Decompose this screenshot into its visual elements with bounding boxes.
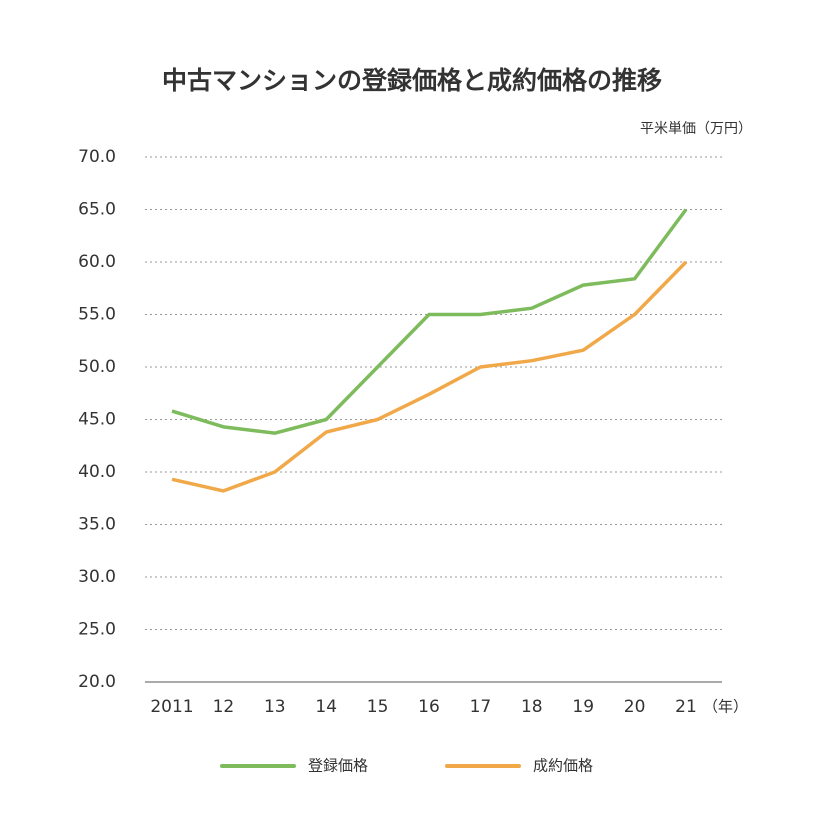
y-tick-label: 20.0 xyxy=(78,672,116,692)
y-tick-label: 50.0 xyxy=(78,357,116,377)
x-tick-label: 13 xyxy=(264,697,286,717)
x-tick-label: 2011 xyxy=(150,697,193,717)
x-tick-label: 15 xyxy=(367,697,389,717)
y-tick-label: 55.0 xyxy=(78,305,116,325)
x-tick-label: 12 xyxy=(213,697,235,717)
chart-title: 中古マンションの登録価格と成約価格の推移 xyxy=(162,66,662,95)
y-tick-label: 25.0 xyxy=(78,620,116,640)
x-tick-label: 16 xyxy=(418,697,440,717)
y-tick-label: 70.0 xyxy=(78,147,116,167)
y-tick-label: 65.0 xyxy=(78,200,116,220)
y-tick-label: 60.0 xyxy=(78,252,116,272)
x-tick-label: 20 xyxy=(624,697,646,717)
x-tick-label: 18 xyxy=(521,697,543,717)
x-tick-label: 17 xyxy=(470,697,492,717)
x-tick-label: 21 xyxy=(675,697,697,717)
y-tick-label: 30.0 xyxy=(78,567,116,587)
series-line xyxy=(171,260,688,493)
x-axis-label: （年） xyxy=(703,698,748,716)
x-tick-label: 14 xyxy=(315,697,337,717)
y-tick-label: 35.0 xyxy=(78,515,116,535)
y-tick-label: 45.0 xyxy=(78,410,116,430)
y-axis-label: 平米単価（万円） xyxy=(640,121,752,137)
series-line xyxy=(171,208,688,435)
legend-label: 登録価格 xyxy=(308,757,368,775)
x-tick-label: 19 xyxy=(572,697,594,717)
legend-label: 成約価格 xyxy=(533,757,593,775)
y-tick-label: 40.0 xyxy=(78,462,116,482)
